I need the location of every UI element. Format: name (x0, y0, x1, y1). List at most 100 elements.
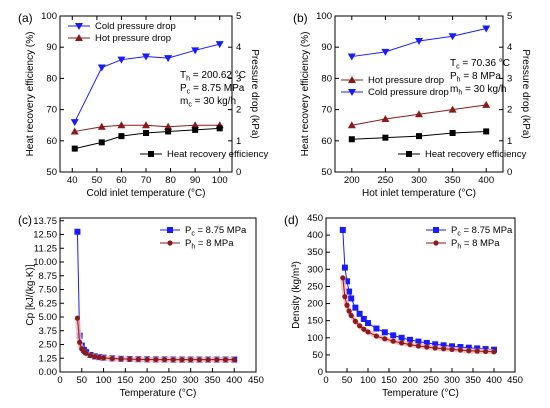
data-point (214, 357, 220, 363)
data-point (352, 318, 358, 324)
legend-label: Ph = 8 MPa (185, 238, 234, 251)
x-tick-label: 80 (165, 175, 176, 186)
legend-label: Cold pressure drop (95, 21, 176, 32)
x-tick-label: 40 (67, 175, 78, 186)
data-point (432, 345, 438, 351)
y-tick-label: 2.50 (39, 340, 58, 351)
data-point (344, 278, 350, 285)
panel-1: 40 50 60 70 80 90 100 50 60 70 80 90 100 0 1 2 3 4 5 Cold i… (18, 11, 268, 199)
data-point (117, 56, 126, 64)
series-line (76, 318, 235, 361)
y-tick-label: 10.00 (33, 257, 57, 268)
x-tick-label: 200 (402, 375, 418, 386)
data-point (97, 122, 106, 130)
y2-tick-label: 3 (507, 73, 512, 84)
data-point (381, 48, 390, 56)
data-point (179, 357, 185, 363)
y2-tick-label: 1 (507, 136, 512, 147)
data-point (142, 121, 150, 129)
data-point (118, 356, 124, 362)
data-point (348, 312, 354, 319)
data-point (449, 346, 455, 353)
data-point (153, 356, 159, 363)
data-point (83, 350, 89, 356)
x-tick-label: 0 (57, 375, 62, 386)
y-tick-label: 50 (321, 167, 332, 178)
data-point (449, 130, 456, 136)
data-point (390, 338, 396, 344)
data-point (143, 130, 149, 136)
data-point (448, 105, 457, 113)
annotation: Pc = 8.75 MPa (180, 83, 245, 96)
data-point (135, 356, 141, 362)
y-tick-label: 70 (321, 105, 332, 116)
legend-marker (406, 151, 412, 157)
y2-tick-label: 3 (236, 73, 241, 84)
data-point (448, 33, 457, 41)
plot-frame (59, 217, 257, 373)
legend-label: Cold pressure drop (368, 87, 449, 98)
data-point (381, 114, 390, 122)
x-tick-label: 200 (344, 175, 360, 186)
y-tick-label: 12.50 (33, 230, 57, 241)
data-point (347, 53, 356, 61)
x-tick-label: 250 (423, 375, 439, 386)
y-tick-label: 350 (307, 247, 323, 258)
annotation: Tc = 70.36 °C (450, 58, 510, 71)
y-tick-label: 11.25 (34, 243, 57, 254)
y-tick-label: 0.00 (39, 367, 58, 378)
x-axis-label: Cold inlet temperature (°C) (86, 188, 205, 199)
x-tick-label: 250 (377, 175, 393, 186)
data-point (482, 25, 491, 33)
y-tick-label: 150 (307, 316, 323, 327)
data-point (191, 121, 200, 129)
x-tick-label: 100 (212, 175, 228, 186)
x-tick-label: 350 (445, 175, 461, 186)
y-tick-label: 60 (321, 136, 332, 147)
data-point (192, 126, 199, 133)
data-point (71, 145, 78, 152)
x-tick-label: 90 (190, 175, 201, 186)
x-tick-label: 50 (92, 175, 103, 186)
data-point (97, 64, 106, 72)
data-point (100, 355, 107, 361)
data-point (390, 332, 397, 339)
y2-tick-label: 2 (507, 105, 512, 116)
y-tick-label: 60 (46, 136, 57, 147)
data-point (382, 336, 388, 342)
data-point (457, 347, 463, 353)
x-tick-label: 350 (465, 375, 481, 386)
x-tick-label: 50 (76, 375, 87, 386)
x-tick-label: 60 (116, 175, 127, 186)
y2-tick-label: 2 (236, 105, 241, 116)
y2-axis-label: Pressure drop (kPa) (249, 49, 260, 138)
y2-tick-label: 0 (507, 167, 512, 178)
data-point (127, 356, 133, 362)
legend-marker (75, 34, 83, 41)
x-tick-label: 70 (141, 175, 152, 186)
y-tick-label: 400 (307, 230, 323, 241)
data-point (415, 338, 422, 345)
data-point (339, 226, 346, 233)
data-point (398, 334, 405, 341)
data-point (118, 133, 125, 140)
x-axis-label: Temperature (°C) (382, 388, 459, 399)
data-point (465, 344, 472, 351)
data-point (342, 294, 348, 300)
data-point (70, 119, 79, 127)
y2-tick-label: 0 (236, 167, 241, 178)
data-point (491, 349, 497, 355)
y-tick-label: 13.75 (33, 216, 57, 227)
data-point (87, 352, 94, 359)
data-point (340, 275, 346, 281)
x-tick-label: 300 (183, 375, 199, 386)
data-point (170, 357, 176, 363)
legend-marker (433, 227, 439, 233)
data-point (365, 329, 371, 335)
y2-axis-label: Pressure drop (kPa) (520, 49, 531, 138)
y-tick-label: 200 (307, 299, 323, 310)
annotation: Th = 200.62 °C (180, 70, 246, 83)
data-point (164, 122, 173, 130)
x-tick-label: 250 (161, 375, 177, 386)
y-tick-label: 90 (46, 42, 57, 53)
